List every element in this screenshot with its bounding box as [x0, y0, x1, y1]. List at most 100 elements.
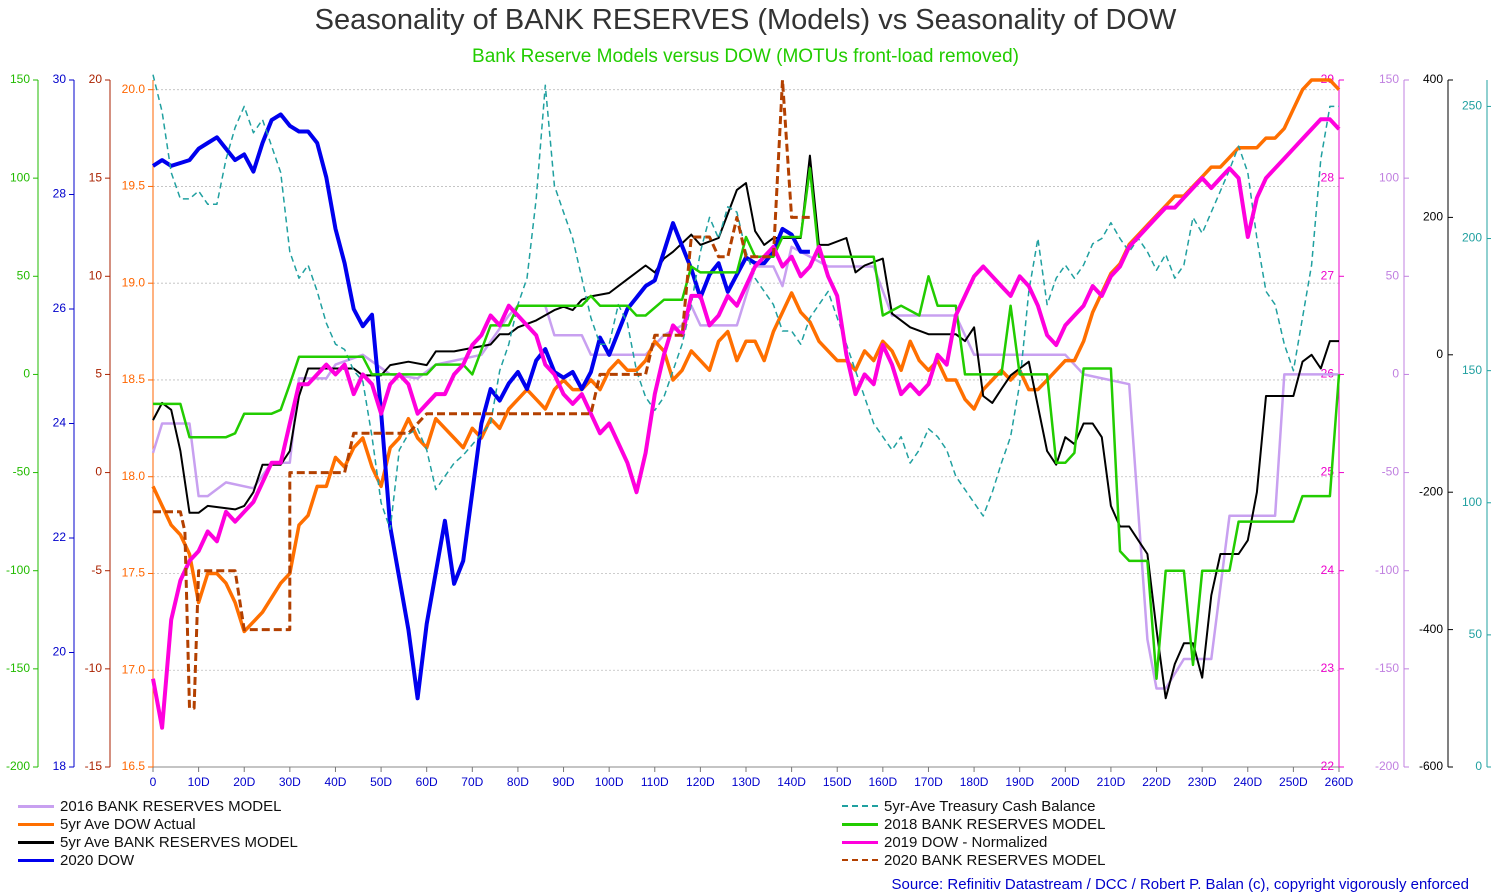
y-tick-label: -200: [1419, 484, 1443, 498]
x-tick-label: 210D: [1097, 775, 1126, 789]
y-tick-label: 150: [10, 72, 30, 86]
y-tick-label: -5: [91, 563, 102, 577]
y-tick-label: 0: [1436, 347, 1443, 361]
x-tick-label: 160D: [869, 775, 898, 789]
y-tick-label: 250: [1462, 99, 1482, 113]
x-tick-label: 220D: [1142, 775, 1171, 789]
legend-label: 5yr Ave DOW Actual: [60, 815, 196, 833]
y-tick-label: -10: [85, 661, 103, 675]
legend-swatch: [18, 840, 54, 844]
x-tick-label: 130D: [732, 775, 761, 789]
legend-label: 5yr Ave BANK RESERVES MODEL: [60, 833, 298, 851]
source-credit: Source: Refinitiv Datastream / DCC / Rob…: [891, 876, 1469, 893]
y-tick-label: 18: [53, 759, 67, 773]
x-tick-label: 240D: [1233, 775, 1262, 789]
x-tick-label: 20D: [233, 775, 255, 789]
x-tick-label: 230D: [1188, 775, 1217, 789]
x-tick-label: 0: [150, 775, 157, 789]
y-tick-label: 23: [1321, 661, 1335, 675]
y-tick-label: 200: [1462, 231, 1482, 245]
legend-label: 2020 BANK RESERVES MODEL: [884, 851, 1106, 869]
y-tick-label: 27: [1321, 268, 1335, 282]
legend-label: 2016 BANK RESERVES MODEL: [60, 797, 282, 815]
x-tick-label: 190D: [1005, 775, 1034, 789]
y-tick-label: 50: [1469, 627, 1483, 641]
y-tick-label: 400: [1423, 72, 1443, 86]
legend-swatch: [18, 822, 54, 826]
y-tick-label: 20: [89, 72, 103, 86]
x-tick-label: 80D: [507, 775, 529, 789]
legend-swatch: [18, 858, 54, 862]
y-tick-label: 0: [95, 465, 102, 479]
chart-subtitle: Bank Reserve Models versus DOW (MOTUs fr…: [472, 46, 1019, 67]
x-tick-label: 70D: [461, 775, 483, 789]
legend-swatch: [842, 805, 878, 807]
series-line: [152, 74, 1339, 530]
x-tick-label: 170D: [914, 775, 943, 789]
y-tick-label: 24: [53, 416, 67, 430]
x-tick-label: 90D: [553, 775, 575, 789]
y-tick-label: 0: [1392, 367, 1399, 381]
series-line: [151, 112, 810, 701]
y-tick-label: -50: [13, 465, 31, 479]
series-line: [153, 78, 810, 710]
legend-swatch: [842, 840, 878, 844]
y-tick-label: 30: [53, 72, 67, 86]
legend-item: 2020 DOW: [18, 851, 298, 869]
y-tick-label: 100: [1462, 495, 1482, 509]
x-tick-label: 260D: [1325, 775, 1354, 789]
x-tick-label: 50D: [370, 775, 392, 789]
y-tick-label: -400: [1419, 622, 1443, 636]
x-tick-label: 10D: [188, 775, 210, 789]
x-tick-label: 60D: [416, 775, 438, 789]
y-tick-label: 18.0: [122, 469, 146, 483]
x-tick-label: 180D: [960, 775, 989, 789]
y-tick-label: -15: [85, 759, 103, 773]
y-tick-label: 17.5: [122, 566, 146, 580]
y-tick-label: 0: [1475, 759, 1482, 773]
y-tick-label: 15: [89, 170, 103, 184]
y-tick-label: -200: [1375, 759, 1399, 773]
y-tick-label: 5: [95, 367, 102, 381]
y-tick-label: -150: [6, 661, 30, 675]
legend-right: 5yr-Ave Treasury Cash Balance 2018 BANK …: [842, 797, 1105, 869]
legend-item: 2016 BANK RESERVES MODEL: [18, 797, 298, 815]
y-tick-label: -600: [1419, 759, 1443, 773]
legend-swatch: [18, 804, 54, 808]
chart-title: Seasonality of BANK RESERVES (Models) vs…: [314, 4, 1177, 36]
x-tick-label: 110D: [641, 775, 669, 789]
y-tick-label: 150: [1462, 363, 1482, 377]
y-tick-label: 0: [23, 367, 30, 381]
x-tick-label: 250D: [1279, 775, 1308, 789]
y-tick-label: -150: [1375, 661, 1399, 675]
x-tick-label: 200D: [1051, 775, 1080, 789]
y-tick-label: 19.5: [122, 179, 146, 193]
y-tick-label: 17.0: [122, 662, 146, 676]
y-tick-label: -50: [1382, 465, 1400, 479]
legend-label: 5yr-Ave Treasury Cash Balance: [884, 797, 1096, 815]
legend-swatch: [842, 822, 878, 826]
legend-item: 2020 BANK RESERVES MODEL: [842, 851, 1105, 869]
y-tick-label: 28: [53, 187, 67, 201]
x-tick-label: 120D: [686, 775, 715, 789]
x-tick-label: 140D: [777, 775, 806, 789]
series-line: [153, 167, 1341, 680]
legend-item: 2018 BANK RESERVES MODEL: [842, 815, 1105, 833]
y-tick-label: 19.0: [122, 275, 146, 289]
y-tick-label: 16.5: [122, 759, 146, 773]
y-tick-label: 10: [89, 268, 103, 282]
y-tick-label: 20: [53, 645, 67, 659]
legend-swatch: [842, 859, 878, 861]
x-tick-label: 150D: [823, 775, 852, 789]
legend-left: 2016 BANK RESERVES MODEL 5yr Ave DOW Act…: [18, 797, 298, 869]
y-tick-label: 20.0: [122, 82, 146, 96]
y-tick-label: 150: [1379, 72, 1399, 86]
y-tick-label: 28: [1321, 170, 1335, 184]
legend-item: 2019 DOW - Normalized: [842, 833, 1105, 851]
y-tick-label: 22: [53, 530, 67, 544]
legend-item: 5yr Ave BANK RESERVES MODEL: [18, 833, 298, 851]
legend-label: 2019 DOW - Normalized: [884, 833, 1048, 851]
x-tick-label: 100D: [595, 775, 624, 789]
y-tick-label: 24: [1321, 563, 1335, 577]
